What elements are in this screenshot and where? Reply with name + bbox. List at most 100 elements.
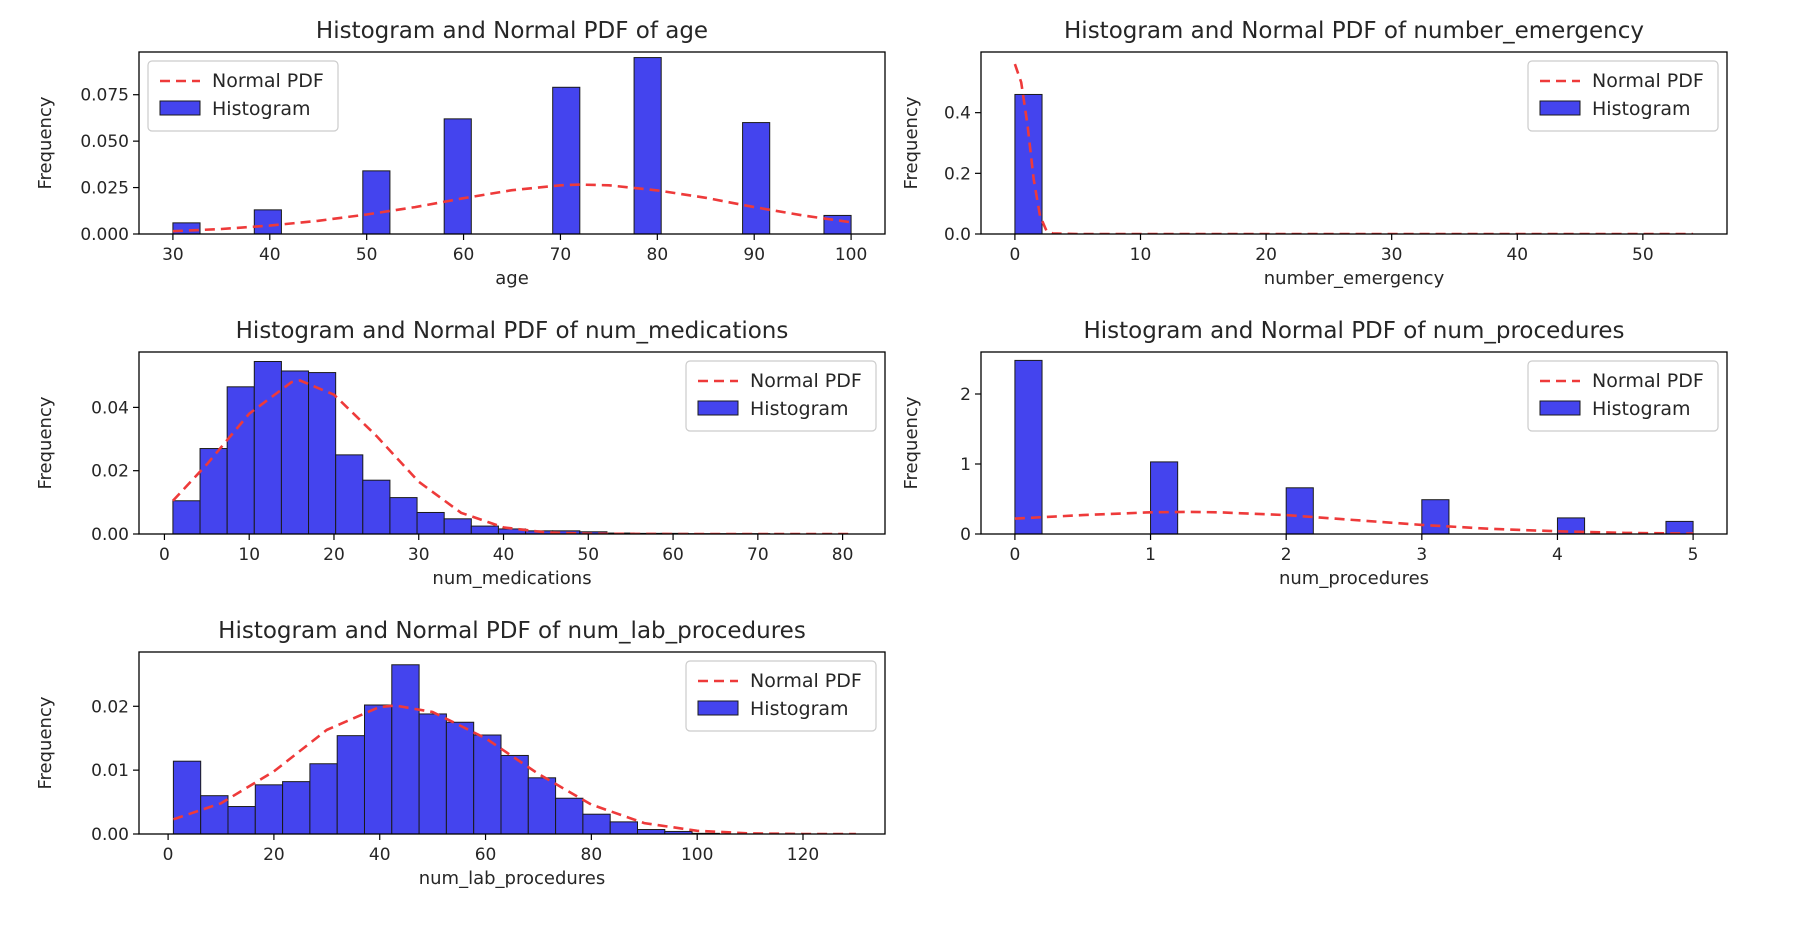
y-axis-label: Frequency xyxy=(901,96,922,189)
x-tick-label: 50 xyxy=(1632,245,1654,265)
plot-frame xyxy=(980,51,1728,235)
histogram-bar xyxy=(172,222,201,235)
legend: Normal PDF Histogram xyxy=(147,60,339,132)
subplot-title: Histogram and Normal PDF of number_emerg… xyxy=(1064,18,1644,44)
histogram-bar xyxy=(1014,93,1043,235)
normal-pdf-line xyxy=(171,379,852,534)
legend: Normal PDF Histogram xyxy=(685,360,877,432)
legend: Normal PDF Histogram xyxy=(1527,360,1719,432)
x-tick-label: 40 xyxy=(493,545,515,565)
y-axis-label: Frequency xyxy=(35,696,56,789)
histogram-bar xyxy=(473,734,502,835)
histogram-bar xyxy=(742,122,771,235)
x-tick-label: 20 xyxy=(263,845,285,865)
histogram-bar xyxy=(363,704,393,835)
x-tick-label: 0 xyxy=(163,845,174,865)
subplot-5: Histogram and Normal PDF of num_lab_proc… xyxy=(35,618,886,889)
histogram-bar xyxy=(226,386,255,535)
histogram-bar xyxy=(1150,461,1179,535)
x-tick-label: 90 xyxy=(743,245,765,265)
x-tick-label: 1 xyxy=(1145,545,1156,565)
x-tick-label: 20 xyxy=(323,545,345,565)
subplot-1: Histogram and Normal PDF of age 30 40 50 60 7… xyxy=(35,18,886,289)
histogram-bar xyxy=(1014,359,1043,535)
normal-pdf-line xyxy=(1014,510,1694,534)
y-tick-label: 0.00 xyxy=(91,525,129,545)
histogram-bar xyxy=(1285,487,1314,535)
x-tick-label: 40 xyxy=(1506,245,1528,265)
y-axis-label: Frequency xyxy=(35,396,56,489)
x-tick-label: 80 xyxy=(581,845,603,865)
histogram-bar xyxy=(443,518,472,535)
histogram-bar xyxy=(308,372,337,535)
y-tick-label: 1 xyxy=(960,455,971,475)
legend-bar-swatch xyxy=(1539,400,1581,416)
x-tick-label: 0 xyxy=(1009,245,1020,265)
x-tick-label: 30 xyxy=(408,545,430,565)
x-tick-label: 0 xyxy=(1009,545,1020,565)
histogram-bar xyxy=(633,57,662,235)
y-axis-label: Frequency xyxy=(901,396,922,489)
subplot-title: Histogram and Normal PDF of num_lab_proc… xyxy=(218,618,806,644)
x-tick-label: 50 xyxy=(356,245,378,265)
legend-bar-swatch xyxy=(159,100,201,116)
x-axis-label: num_procedures xyxy=(1279,568,1429,589)
legend-label: Histogram xyxy=(750,398,849,420)
y-tick-label: 0.04 xyxy=(91,398,129,418)
x-tick-label: 50 xyxy=(577,545,599,565)
x-tick-label: 3 xyxy=(1416,545,1427,565)
legend-label: Normal PDF xyxy=(750,670,862,692)
y-tick-label: 2 xyxy=(960,385,971,405)
x-axis-label: age xyxy=(495,268,529,289)
histogram-bar xyxy=(500,754,529,835)
plot-frame xyxy=(138,651,886,835)
histogram-bar xyxy=(609,821,638,835)
legend-label: Histogram xyxy=(212,98,311,120)
x-tick-label: 10 xyxy=(238,545,260,565)
legend-bar-swatch xyxy=(697,400,739,416)
x-tick-label: 20 xyxy=(1255,245,1277,265)
x-tick-label: 2 xyxy=(1281,545,1292,565)
histogram-bar xyxy=(253,360,282,535)
histogram-bar xyxy=(636,829,666,835)
y-tick-label: 0.0 xyxy=(944,225,971,245)
x-tick-label: 30 xyxy=(162,245,184,265)
normal-pdf-line xyxy=(172,183,852,233)
x-tick-label: 80 xyxy=(647,245,669,265)
x-axis-label: num_medications xyxy=(432,568,591,589)
legend-label: Histogram xyxy=(1592,98,1691,120)
legend-label: Histogram xyxy=(1592,398,1691,420)
x-tick-label: 40 xyxy=(369,845,391,865)
y-tick-label: 0.01 xyxy=(91,761,129,781)
x-tick-label: 80 xyxy=(832,545,854,565)
subplot-title: Histogram and Normal PDF of num_procedur… xyxy=(1083,318,1624,344)
histogram-bar xyxy=(1421,499,1450,535)
legend-label: Histogram xyxy=(750,698,849,720)
x-tick-label: 40 xyxy=(259,245,281,265)
x-tick-label: 70 xyxy=(550,245,572,265)
y-tick-label: 0.075 xyxy=(80,86,129,106)
histogram-bar xyxy=(253,209,282,235)
plot-frame xyxy=(980,351,1728,535)
y-tick-label: 0.00 xyxy=(91,825,129,845)
histogram-bar xyxy=(172,500,201,535)
x-tick-label: 100 xyxy=(835,245,867,265)
legend-label: Normal PDF xyxy=(750,370,862,392)
histogram-bar xyxy=(389,497,418,535)
plot-frame xyxy=(138,51,886,235)
y-tick-label: 0.2 xyxy=(944,164,971,184)
x-axis-label: num_lab_procedures xyxy=(419,868,606,889)
histogram-bar xyxy=(199,448,228,535)
x-tick-label: 4 xyxy=(1552,545,1563,565)
x-tick-label: 30 xyxy=(1381,245,1403,265)
legend-bar-swatch xyxy=(1539,100,1581,116)
plot-frame xyxy=(138,351,886,535)
legend-label: Normal PDF xyxy=(1592,70,1704,92)
normal-pdf-line xyxy=(172,704,856,834)
histogram-bar xyxy=(335,454,364,535)
histogram-bar xyxy=(555,797,584,835)
x-tick-label: 0 xyxy=(159,545,170,565)
histogram-bar xyxy=(172,760,202,835)
histogram-bar xyxy=(443,118,472,235)
